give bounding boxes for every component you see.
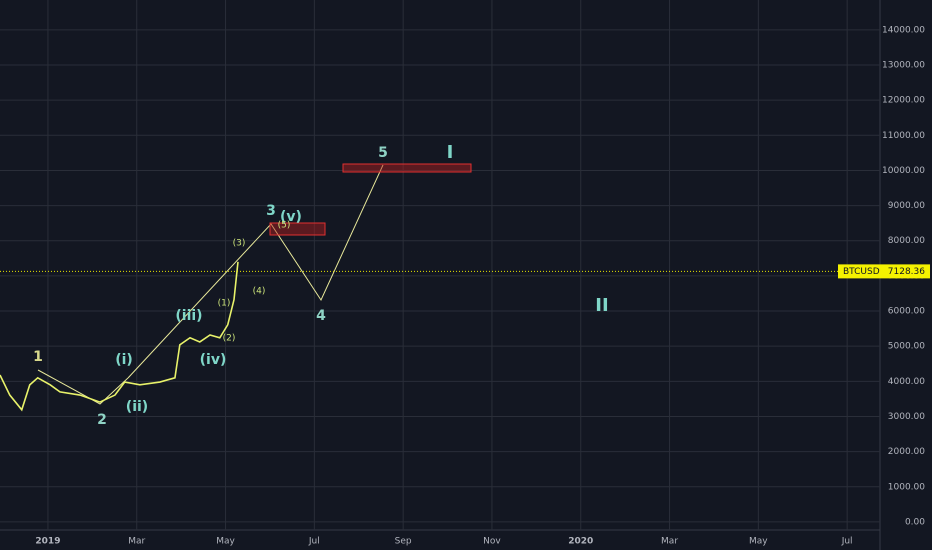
y-tick-label: 9000.00 [888,201,925,211]
wave-label: 5 [378,145,388,161]
x-tick-label: Mar [128,537,145,547]
last-price-badge [838,264,930,279]
wave-label: (3) [233,239,246,249]
target-zone [342,163,472,173]
x-tick-label: 2019 [35,537,60,547]
wave-label: 4 [316,308,326,324]
wave-label: II [595,295,608,316]
y-tick-label: 5000.00 [888,342,925,352]
wave-label: (i) [115,352,133,368]
wave-label: (iii) [175,308,202,324]
y-tick-label: 14000.00 [882,25,925,35]
wave-label: 1 [33,349,43,365]
wave-line [37,369,129,405]
x-tick-label: May [216,537,235,547]
y-tick-label: 4000.00 [888,377,925,387]
y-tick-label: 8000.00 [888,236,925,246]
wave-projection [127,164,384,379]
wave-label: 2 [97,412,107,428]
wave-label: (5) [278,221,291,231]
x-tick-label: Jul [308,537,320,547]
target-zone [269,222,326,236]
y-tick-label: 2000.00 [888,447,925,457]
x-tick-label: 2020 [568,537,593,547]
x-tick-label: Sep [395,537,412,547]
x-tick-label: Mar [661,537,678,547]
symbol-label: BTCUSD [843,267,880,277]
y-tick-label: 10000.00 [882,166,925,176]
y-tick-label: 1000.00 [888,482,925,492]
y-tick-label: 6000.00 [888,307,925,317]
y-tick-label: 0.00 [905,517,925,527]
wave-label: (1) [218,299,231,309]
wave-label: (iv) [200,352,227,368]
wave-drawings [37,163,472,405]
wave-label: I [447,142,454,163]
x-tick-label: May [749,537,768,547]
wave-label: (2) [223,334,236,344]
wave-label: 3 [266,203,276,219]
wave-label: (4) [253,287,266,297]
y-tick-label: 3000.00 [888,412,925,422]
x-tick-label: Nov [483,537,501,547]
y-tick-label: 13000.00 [882,61,925,71]
wave-label: (ii) [126,399,148,415]
x-tick-label: Jul [841,537,853,547]
last-price-label: 7128.36 [888,267,925,277]
y-tick-label: 12000.00 [882,96,925,106]
price-line [0,261,239,412]
wave-label: (v) [280,209,302,225]
y-tick-label: 11000.00 [882,131,925,141]
